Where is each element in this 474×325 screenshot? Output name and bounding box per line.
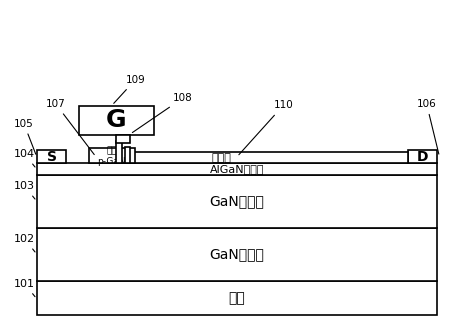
Text: 108: 108 — [132, 93, 193, 133]
Text: 101: 101 — [14, 279, 35, 297]
Text: D: D — [417, 150, 428, 164]
Bar — [37, 228, 437, 281]
Text: 103: 103 — [14, 181, 35, 199]
Text: 渐变
p-GaN: 渐变 p-GaN — [98, 146, 126, 166]
Bar — [37, 163, 437, 175]
Text: 衬底: 衬底 — [228, 291, 246, 305]
Bar — [89, 148, 135, 163]
Text: GaN缓冲层: GaN缓冲层 — [210, 247, 264, 261]
Bar — [37, 281, 437, 316]
Bar — [408, 150, 437, 163]
Text: GaN沟道层: GaN沟道层 — [210, 194, 264, 208]
Text: G: G — [106, 108, 127, 132]
Text: 105: 105 — [14, 119, 36, 154]
Bar — [37, 150, 66, 163]
Text: 104: 104 — [14, 149, 35, 167]
Bar — [117, 135, 130, 143]
Text: 109: 109 — [114, 75, 145, 103]
Bar — [125, 147, 130, 163]
Text: AlGaN势垒层: AlGaN势垒层 — [210, 164, 264, 174]
Text: 106: 106 — [417, 99, 439, 154]
Bar — [37, 175, 437, 228]
Bar — [79, 106, 154, 135]
Text: S: S — [46, 150, 56, 164]
Text: 102: 102 — [14, 234, 35, 252]
Text: 110: 110 — [239, 100, 293, 155]
Text: 钔化层: 钔化层 — [211, 153, 231, 163]
Bar — [117, 141, 122, 163]
Bar — [128, 152, 408, 163]
Text: 107: 107 — [46, 99, 94, 155]
